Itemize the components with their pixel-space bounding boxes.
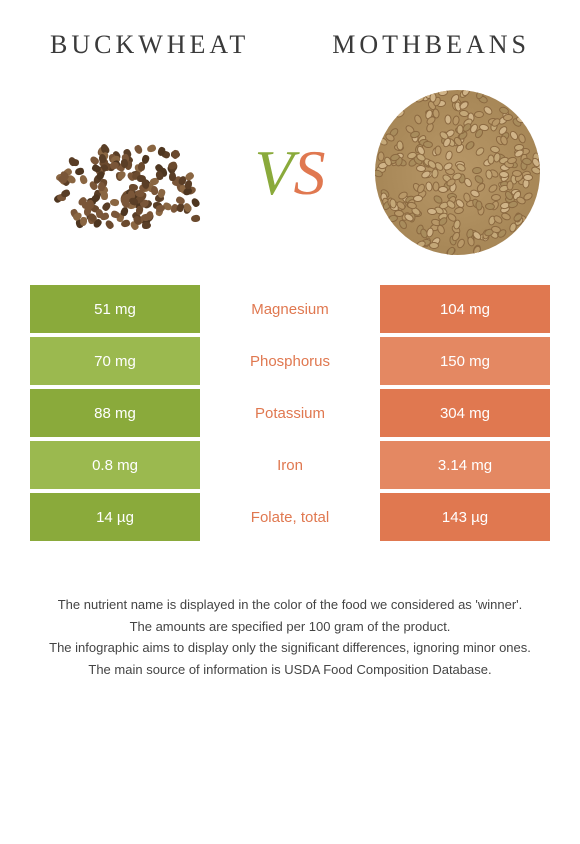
buckwheat-image xyxy=(40,90,205,255)
table-row: 70 mgPhosphorus150 mg xyxy=(30,337,550,385)
right-value: 143 µg xyxy=(380,493,550,541)
mothbeans-pile xyxy=(375,90,540,255)
left-value: 70 mg xyxy=(30,337,200,385)
vs-label: VS xyxy=(254,136,325,210)
mothbeans-image xyxy=(375,90,540,255)
header: BUCKWHEAT MOTHBEANS xyxy=(0,0,580,70)
nutrient-name: Potassium xyxy=(200,389,380,437)
right-food-title: MOTHBEANS xyxy=(332,30,530,60)
nutrient-name: Magnesium xyxy=(200,285,380,333)
right-value: 104 mg xyxy=(380,285,550,333)
buckwheat-pile xyxy=(48,128,198,218)
nutrition-table: 51 mgMagnesium104 mg70 mgPhosphorus150 m… xyxy=(0,285,580,541)
left-value: 51 mg xyxy=(30,285,200,333)
left-value: 0.8 mg xyxy=(30,441,200,489)
vs-s: S xyxy=(294,137,326,208)
right-value: 150 mg xyxy=(380,337,550,385)
left-value: 88 mg xyxy=(30,389,200,437)
vs-v: V xyxy=(254,137,293,208)
table-row: 14 µgFolate, total143 µg xyxy=(30,493,550,541)
nutrient-name: Iron xyxy=(200,441,380,489)
footer-line: The nutrient name is displayed in the co… xyxy=(30,595,550,615)
right-value: 3.14 mg xyxy=(380,441,550,489)
footer-notes: The nutrient name is displayed in the co… xyxy=(0,545,580,711)
nutrient-name: Folate, total xyxy=(200,493,380,541)
table-row: 51 mgMagnesium104 mg xyxy=(30,285,550,333)
table-row: 0.8 mgIron3.14 mg xyxy=(30,441,550,489)
footer-line: The amounts are specified per 100 gram o… xyxy=(30,617,550,637)
images-row: VS xyxy=(0,70,580,285)
left-value: 14 µg xyxy=(30,493,200,541)
footer-line: The main source of information is USDA F… xyxy=(30,660,550,680)
right-value: 304 mg xyxy=(380,389,550,437)
footer-line: The infographic aims to display only the… xyxy=(30,638,550,658)
left-food-title: BUCKWHEAT xyxy=(50,30,249,60)
nutrient-name: Phosphorus xyxy=(200,337,380,385)
table-row: 88 mgPotassium304 mg xyxy=(30,389,550,437)
